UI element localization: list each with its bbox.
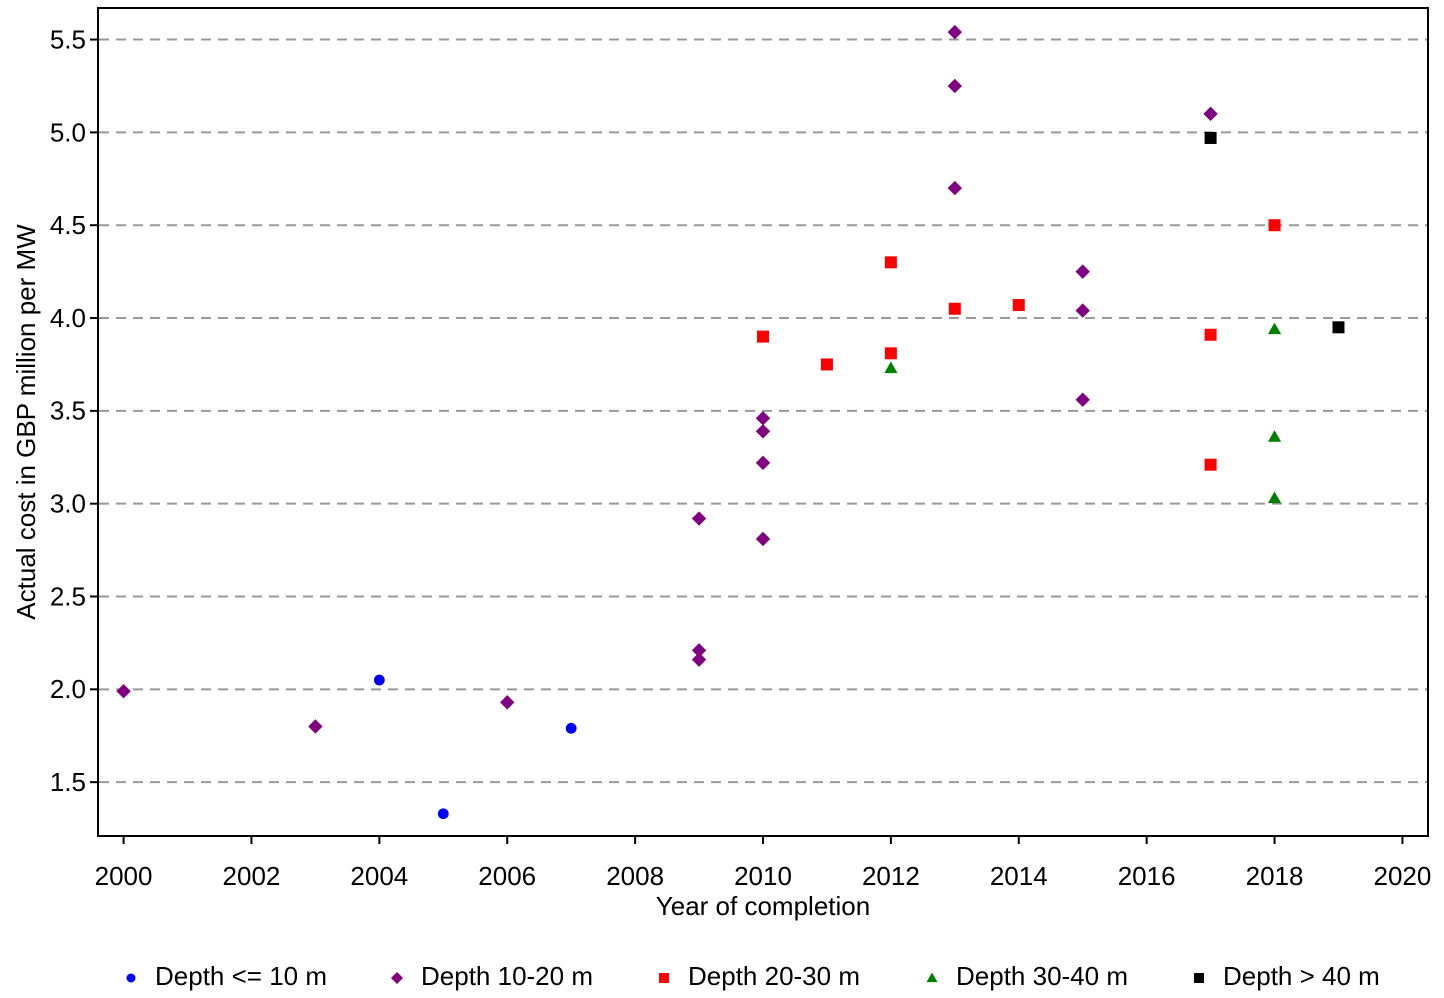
point bbox=[947, 180, 963, 196]
point bbox=[755, 424, 771, 439]
point bbox=[755, 411, 771, 426]
point bbox=[308, 719, 323, 734]
point bbox=[691, 643, 707, 658]
point bbox=[884, 361, 898, 374]
point bbox=[691, 511, 707, 526]
x-tick-label: 2014 bbox=[990, 861, 1048, 891]
legend-marker bbox=[1194, 973, 1204, 983]
point bbox=[1268, 219, 1281, 232]
x-tick-label: 2000 bbox=[95, 861, 153, 891]
point bbox=[1204, 328, 1217, 341]
y-tick-label: 3.0 bbox=[50, 489, 86, 519]
y-axis-label: Actual cost in GBP million per MW bbox=[11, 224, 41, 620]
legend-label: Depth 10-20 m bbox=[421, 961, 593, 991]
y-tick-label: 3.5 bbox=[50, 396, 86, 426]
point bbox=[116, 683, 131, 699]
point bbox=[1012, 299, 1025, 312]
x-axis-label: Year of completion bbox=[656, 891, 870, 921]
point bbox=[565, 722, 577, 734]
y-tick-label: 5.0 bbox=[50, 117, 86, 147]
point bbox=[948, 302, 961, 315]
x-tick-label: 2008 bbox=[606, 861, 664, 891]
x-tick-label: 2002 bbox=[223, 861, 281, 891]
x-tick-label: 2006 bbox=[478, 861, 536, 891]
x-tick-label: 2004 bbox=[350, 861, 408, 891]
x-tick-label: 2010 bbox=[734, 861, 792, 891]
y-tick-label: 1.5 bbox=[50, 767, 86, 797]
point bbox=[1267, 491, 1282, 504]
legend-label: Depth <= 10 m bbox=[155, 961, 327, 991]
y-tick-label: 2.0 bbox=[50, 674, 86, 704]
point bbox=[437, 808, 449, 820]
point bbox=[1267, 322, 1282, 335]
legend-label: Depth 30-40 m bbox=[956, 961, 1128, 991]
point bbox=[947, 78, 963, 94]
point bbox=[757, 330, 769, 343]
legend-marker bbox=[391, 972, 403, 984]
point bbox=[884, 347, 897, 360]
point bbox=[1204, 458, 1217, 471]
y-tick-label: 4.0 bbox=[50, 303, 86, 333]
point bbox=[1204, 131, 1217, 144]
point bbox=[884, 256, 897, 269]
x-tick-label: 2012 bbox=[862, 861, 920, 891]
y-tick-label: 5.5 bbox=[50, 24, 86, 54]
legend-label: Depth > 40 m bbox=[1223, 961, 1380, 991]
y-tick-label: 2.5 bbox=[50, 581, 86, 611]
legend-marker bbox=[659, 973, 669, 983]
point bbox=[1075, 303, 1090, 318]
point bbox=[500, 695, 515, 710]
point bbox=[755, 455, 771, 471]
y-tick-label: 4.5 bbox=[50, 210, 86, 240]
point bbox=[1203, 106, 1218, 122]
point bbox=[1267, 430, 1282, 442]
point bbox=[947, 24, 963, 40]
legend-label: Depth 20-30 m bbox=[688, 961, 860, 991]
x-tick-label: 2016 bbox=[1118, 861, 1176, 891]
point bbox=[1332, 321, 1345, 334]
legend-marker bbox=[926, 972, 938, 983]
point bbox=[691, 652, 707, 667]
x-tick-label: 2020 bbox=[1374, 861, 1432, 891]
point bbox=[755, 531, 771, 547]
point bbox=[1075, 264, 1090, 279]
point bbox=[820, 358, 833, 371]
legend-marker bbox=[126, 973, 136, 983]
point bbox=[373, 674, 385, 686]
point bbox=[1075, 392, 1090, 407]
x-tick-label: 2018 bbox=[1246, 861, 1304, 891]
